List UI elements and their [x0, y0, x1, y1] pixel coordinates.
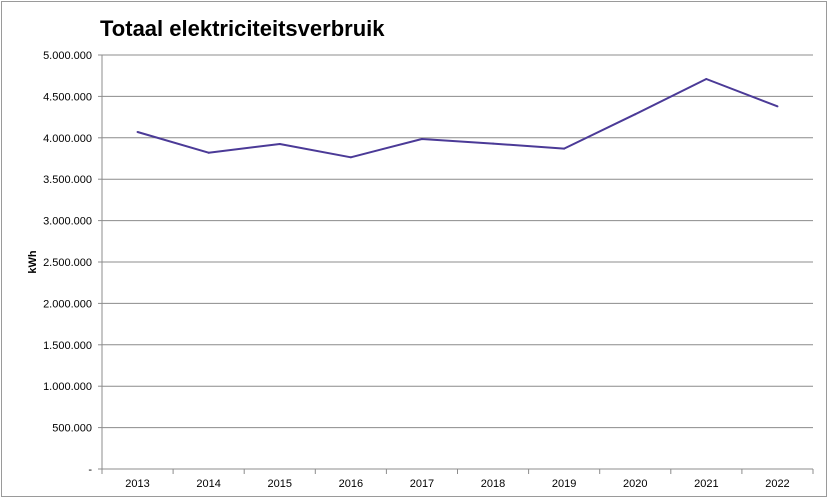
y-tick-label: 2.500.000 — [43, 257, 92, 269]
x-tick-label: 2021 — [694, 478, 718, 490]
series-line — [137, 78, 778, 159]
x-tick-labels: 2013 2014 2015 2016 2017 2018 2019 2020 2021 2022 — [125, 478, 789, 490]
x-tick-label: 2016 — [339, 478, 363, 490]
y-tick-labels: - 500.000 1.000.000 1.500.000 2.000.000 2.500… — [43, 50, 92, 476]
data-point — [136, 131, 139, 134]
data-point — [278, 143, 281, 146]
data-point — [349, 156, 352, 159]
x-tick-label: 2015 — [268, 478, 292, 490]
data-point — [563, 147, 566, 150]
gridlines — [102, 54, 813, 429]
y-tick-label: 1.500.000 — [43, 340, 92, 352]
x-tick-label: 2019 — [552, 478, 576, 490]
x-tick-label: 2017 — [410, 478, 434, 490]
y-tick-label: 5.000.000 — [43, 50, 92, 62]
series-group — [136, 78, 779, 159]
y-tick-label: 1.000.000 — [43, 381, 92, 393]
chart-title: Totaal elektriciteitsverbruik — [100, 16, 385, 41]
data-point — [420, 138, 423, 141]
y-tick-label: 4.000.000 — [43, 133, 92, 145]
y-tick-label: 3.500.000 — [43, 174, 92, 186]
x-tick-label: 2022 — [765, 478, 789, 490]
y-tick-label: 2.000.000 — [43, 298, 92, 310]
x-tick-label: 2020 — [623, 478, 647, 490]
y-tick-label: - — [88, 464, 92, 476]
data-point — [776, 105, 779, 108]
data-point — [634, 113, 637, 116]
y-axis-label: kWh — [27, 250, 39, 274]
x-tick-label: 2018 — [481, 478, 505, 490]
axes — [98, 54, 814, 474]
data-point — [492, 142, 495, 145]
y-tick-label: 4.500.000 — [43, 91, 92, 103]
y-tick-label: 500.000 — [52, 423, 92, 435]
data-point — [705, 78, 708, 81]
data-point — [207, 151, 210, 154]
y-tick-label: 3.000.000 — [43, 216, 92, 228]
x-tick-label: 2014 — [196, 478, 220, 490]
x-tick-label: 2013 — [125, 478, 149, 490]
